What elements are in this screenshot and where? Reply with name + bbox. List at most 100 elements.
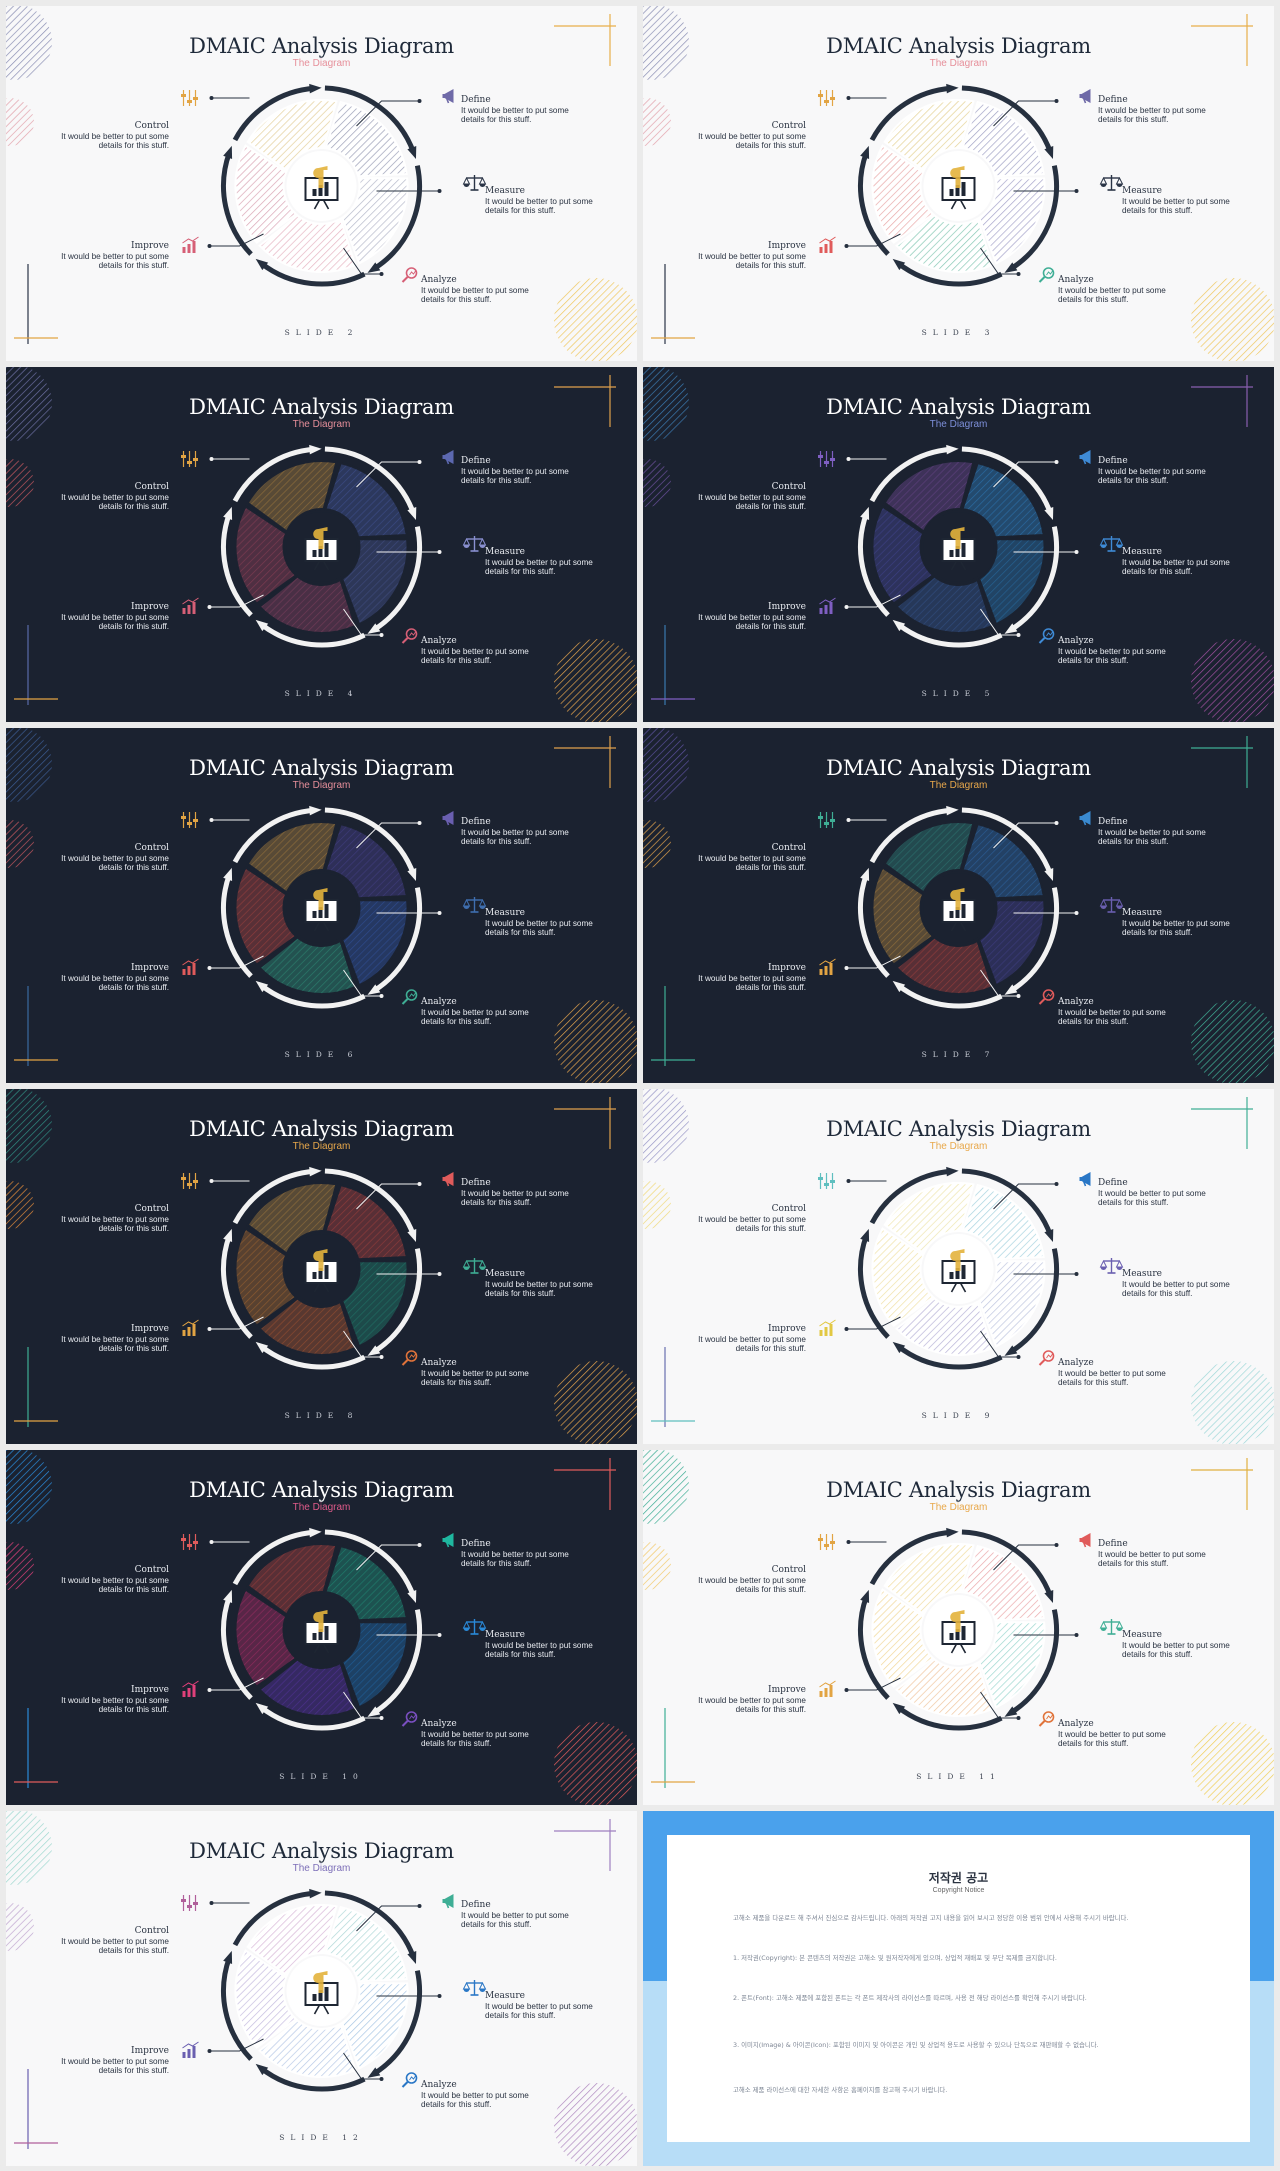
copyright-paragraph: 2. 폰트(Font): 고해소 제품에 포함된 폰트는 각 폰트 제작사의 라…: [733, 1994, 1087, 2002]
decor-circle-left: [6, 1903, 34, 1951]
cycle-arrow-arc: [372, 526, 422, 633]
decor-circle-top-left: [643, 367, 689, 441]
control-heading: Control: [771, 482, 806, 492]
gold-logo-mark: [950, 166, 965, 188]
leader-line: [846, 594, 901, 608]
analyze-heading: Analyze: [421, 275, 457, 285]
presentation-board-icon: [304, 527, 339, 571]
cycle-segment: [961, 1183, 1045, 1261]
slide-thumbnail[interactable]: DMAIC Analysis Diagram The Diagram Define I…: [6, 728, 637, 1083]
control-description: It would be better to put some details f…: [61, 853, 169, 873]
copyright-title: 저작권 공고: [928, 1871, 989, 1885]
leader-line: [343, 1330, 382, 1358]
sliders-icon: [181, 90, 198, 106]
slide-thumbnail[interactable]: DMAIC Analysis Diagram The Diagram Define I…: [643, 6, 1274, 361]
define-heading: Define: [1098, 456, 1128, 466]
cycle-arrow-arc: [961, 1529, 1053, 1598]
slide-title: DMAIC Analysis Diagram: [189, 756, 454, 780]
analyze-label-block: Analyze It would be better to put some de…: [1058, 1358, 1168, 1388]
leader-line: [343, 1691, 382, 1719]
slide-artwork: [643, 6, 1274, 361]
slide-thumbnail[interactable]: DMAIC Analysis Diagram The Diagram Define I…: [6, 1089, 637, 1444]
presentation-board-icon: [304, 1249, 339, 1293]
improve-heading: Improve: [131, 2046, 169, 2056]
cycle-segment: [258, 575, 357, 634]
cycle-segment: [871, 1227, 935, 1327]
cycle-arrow-arc: [961, 807, 1053, 876]
define-label-block: Define It would be better to put some det…: [1098, 817, 1208, 847]
leader-line: [356, 1544, 420, 1571]
slide-number: SLIDE 4: [284, 689, 359, 698]
cycle-segment: [246, 1904, 338, 1978]
cycle-segment: [324, 1183, 408, 1261]
control-label-block: Control It would be better to put some de…: [59, 1565, 169, 1595]
define-heading: Define: [1098, 95, 1128, 105]
measure-label-block: Measure It would be better to put some de…: [485, 1991, 595, 2021]
leader-line: [980, 247, 1019, 275]
cycle-segment: [324, 822, 408, 900]
slide-thumbnail[interactable]: DMAIC Analysis Diagram The Diagram Define I…: [6, 367, 637, 722]
slide-number: SLIDE 10: [279, 1772, 364, 1781]
improve-description: It would be better to put some details f…: [61, 612, 169, 632]
leader-line: [846, 955, 901, 969]
slide-subtitle: The Diagram: [292, 1502, 351, 1513]
magnifier-icon: [401, 1350, 418, 1366]
leader-line: [993, 461, 1057, 488]
magnifier-icon: [401, 989, 418, 1005]
copyright-notice-slide[interactable]: 저작권 공고 Copyright Notice 고해소 제품을 다운로드 해 주…: [643, 1811, 1274, 2166]
cycle-segment: [246, 1182, 338, 1256]
bar-chart-icon: [182, 236, 199, 253]
control-description: It would be better to put some details f…: [61, 1936, 169, 1956]
improve-label-block: Improve It would be better to put some de…: [59, 1324, 169, 1354]
measure-description: It would be better to put some details f…: [485, 918, 593, 938]
slide-subtitle: The Diagram: [929, 1502, 988, 1513]
slide-thumbnail[interactable]: DMAIC Analysis Diagram The Diagram Define I…: [643, 1089, 1274, 1444]
analyze-label-block: Analyze It would be better to put some de…: [1058, 636, 1168, 666]
cycle-segment: [324, 1905, 408, 1983]
control-heading: Control: [134, 1565, 169, 1575]
cycle-segment: [246, 1543, 338, 1617]
cycle-arrow-arc: [896, 1705, 1003, 1731]
analyze-heading: Analyze: [421, 2080, 457, 2090]
slide-title: DMAIC Analysis Diagram: [189, 1117, 454, 1141]
slide-thumbnail[interactable]: DMAIC Analysis Diagram The Diagram Define I…: [643, 1450, 1274, 1805]
control-label-block: Control It would be better to put some de…: [59, 1204, 169, 1234]
define-description: It would be better to put some details f…: [461, 1910, 569, 1930]
presentation-board-icon: [304, 888, 339, 932]
leader-line: [356, 461, 420, 488]
cycle-segment: [883, 99, 975, 173]
decor-circle-bottom-right: [554, 278, 637, 361]
cycle-arrow-arc: [259, 1344, 366, 1370]
cycle-segment: [883, 1543, 975, 1617]
define-description: It would be better to put some details f…: [1098, 1549, 1206, 1569]
bar-chart-icon: [819, 236, 836, 253]
analyze-label-block: Analyze It would be better to put some de…: [421, 1358, 531, 1388]
slide-subtitle: The Diagram: [929, 419, 988, 430]
decor-circle-bottom-right: [554, 1361, 637, 1444]
slide-thumbnail[interactable]: DMAIC Analysis Diagram The Diagram Define I…: [6, 1811, 637, 2166]
scale-icon: [462, 1980, 487, 1996]
slide-thumbnail[interactable]: DMAIC Analysis Diagram The Diagram Define I…: [6, 1450, 637, 1805]
improve-heading: Improve: [131, 1685, 169, 1695]
leader-line: [209, 2038, 264, 2052]
decor-circle-left: [643, 1181, 671, 1229]
slide-subtitle: The Diagram: [929, 780, 988, 791]
gold-logo-mark: [950, 888, 965, 910]
cycle-segment: [871, 144, 935, 244]
leader-line: [846, 233, 901, 247]
cycle-arrow-arc: [372, 887, 422, 994]
slide-thumbnail[interactable]: DMAIC Analysis Diagram The Diagram Define I…: [643, 728, 1274, 1083]
improve-heading: Improve: [131, 241, 169, 251]
slide-number: SLIDE 7: [921, 1050, 996, 1059]
improve-description: It would be better to put some details f…: [61, 251, 169, 271]
slide-thumbnail[interactable]: DMAIC Analysis Diagram The Diagram Define I…: [643, 367, 1274, 722]
leader-line: [993, 822, 1057, 849]
cycle-arrow-arc: [1009, 526, 1059, 633]
leader-line: [343, 608, 382, 636]
cycle-segment: [977, 1260, 1046, 1348]
measure-heading: Measure: [1122, 908, 1162, 918]
slide-thumbnail[interactable]: DMAIC Analysis Diagram The Diagram Define I…: [6, 6, 637, 361]
analyze-description: It would be better to put some details f…: [421, 1729, 529, 1749]
decor-circle-top-left: [643, 1450, 689, 1524]
cycle-segment: [246, 821, 338, 895]
